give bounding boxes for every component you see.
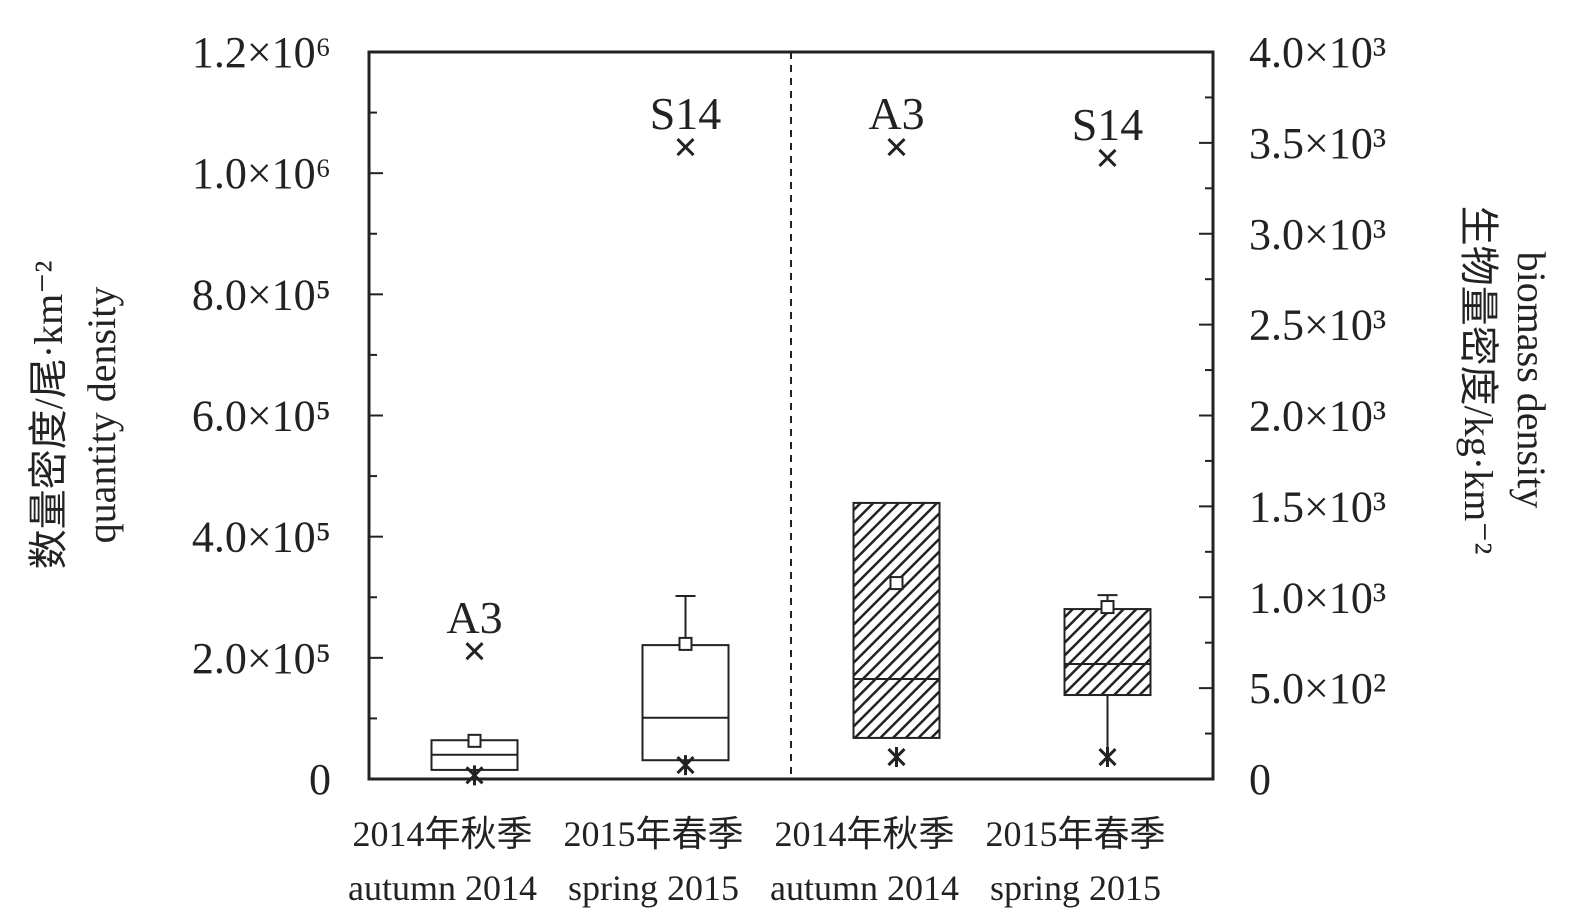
box — [852, 501, 941, 739]
min — [887, 747, 906, 768]
mean — [1100, 600, 1115, 615]
y-axis-title: 数量密度/尾·km⁻² — [26, 261, 71, 570]
max — [465, 642, 484, 661]
x-tick-label: spring 2015 — [990, 868, 1161, 908]
mean — [678, 636, 693, 651]
x-tick-label: 2015年春季 — [985, 814, 1165, 854]
x-tick-label: 2014年秋季 — [352, 814, 532, 854]
min — [676, 755, 695, 776]
x-tick-label: spring 2015 — [568, 868, 739, 908]
box — [1063, 608, 1152, 697]
y-tick-label: 1.2×10⁶ — [192, 28, 331, 77]
x-tick-label: autumn 2014 — [348, 868, 537, 908]
max — [887, 137, 906, 157]
x-tick-label: 2015年春季 — [563, 814, 743, 854]
outlier-label: A3 — [446, 592, 502, 643]
y2-tick-label: 4.0×10³ — [1249, 28, 1386, 77]
y-tick-label: 4.0×10⁵ — [192, 513, 331, 562]
y-tick-label: 2.0×10⁵ — [192, 634, 331, 683]
outlier-label: S14 — [1072, 99, 1144, 150]
outlier-label: A3 — [868, 88, 924, 139]
y-tick-label: 6.0×10⁵ — [192, 392, 331, 441]
max — [1098, 148, 1117, 168]
y2-tick-label: 3.0×10³ — [1249, 210, 1386, 259]
outlier-label: S14 — [650, 88, 722, 139]
max — [676, 138, 695, 157]
box — [641, 644, 730, 762]
y-axis-title: quantity density — [79, 287, 124, 544]
y2-axis-title: biomass density — [1509, 252, 1554, 509]
mean — [467, 733, 482, 748]
y2-tick-label: 3.5×10³ — [1249, 119, 1386, 168]
mean — [889, 576, 904, 591]
y-tick-label: 8.0×10⁵ — [192, 270, 331, 319]
y2-tick-label: 0 — [1249, 755, 1271, 804]
y-tick-label: 0 — [309, 755, 331, 804]
y2-tick-label: 5.0×10² — [1249, 664, 1386, 713]
y2-tick-label: 2.0×10³ — [1249, 392, 1386, 441]
x-tick-label: autumn 2014 — [770, 868, 959, 908]
x-tick-label: 2014年秋季 — [774, 814, 954, 854]
min — [1098, 747, 1117, 768]
y2-tick-label: 2.5×10³ — [1249, 301, 1386, 350]
y-tick-label: 1.0×10⁶ — [192, 149, 331, 198]
y2-tick-label: 1.5×10³ — [1249, 482, 1386, 531]
y2-axis-title: 生物量密度/kg·km⁻² — [1456, 206, 1501, 555]
min — [465, 765, 484, 786]
y2-tick-label: 1.0×10³ — [1249, 573, 1386, 622]
